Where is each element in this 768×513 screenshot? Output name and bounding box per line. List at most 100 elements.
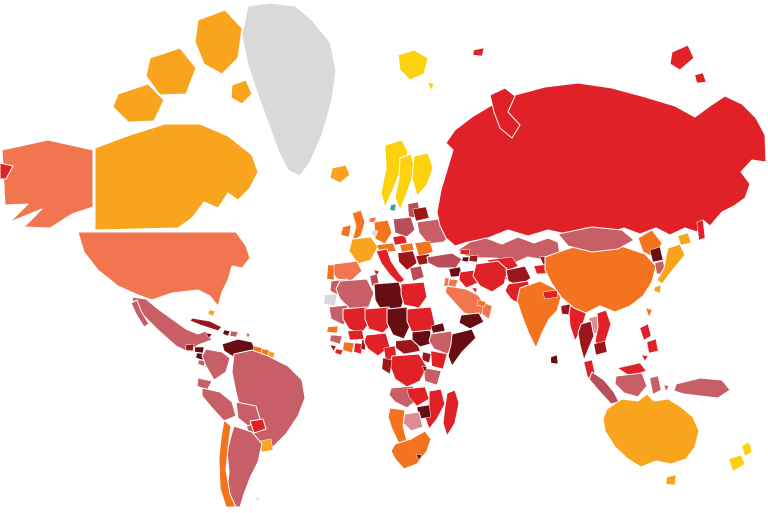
country-azerbaijan: [468, 254, 479, 263]
country-nepal: [542, 289, 559, 300]
country-argentina: [226, 425, 263, 508]
continent-north-america: [0, 2, 337, 370]
country-thailand: [577, 320, 595, 361]
country-australia: [602, 393, 700, 468]
continent-middle-east: [426, 248, 534, 330]
country-mexico: [130, 299, 150, 328]
country-australia-tasmania: [665, 474, 677, 486]
country-finland: [411, 152, 434, 197]
country-bahamas: [207, 309, 216, 317]
country-new-zealand-south: [728, 454, 746, 472]
country-dr-congo: [389, 353, 428, 388]
country-georgia: [459, 248, 471, 256]
country-usa-alaska: [1, 139, 94, 229]
country-norway-svalbard: [397, 49, 429, 81]
country-norway-svalbard: [427, 81, 435, 91]
country-new-zealand-north: [741, 441, 753, 457]
country-cuba: [189, 317, 223, 332]
country-falklands: [254, 496, 261, 502]
country-kazakhstan: [457, 236, 561, 265]
country-usa: [77, 231, 251, 307]
country-russia: [436, 82, 767, 247]
country-armenia: [461, 256, 470, 263]
country-china: [544, 243, 657, 314]
continent-east-asia: [544, 226, 692, 362]
country-indonesia-sumatra: [588, 371, 620, 405]
country-kuwait: [471, 287, 478, 294]
country-russia-islands: [694, 72, 707, 84]
country-france: [348, 236, 379, 265]
country-russia-sakhalin: [696, 219, 706, 241]
country-chad: [386, 306, 412, 340]
country-philippines: [641, 354, 649, 362]
country-kenya: [430, 350, 448, 370]
country-philippines: [646, 338, 659, 354]
continent-indonesia-oceania: [588, 371, 753, 486]
country-brazil: [231, 349, 306, 453]
country-chile: [218, 419, 237, 508]
country-germany: [373, 219, 393, 245]
country-russia-novaya-zemlya: [489, 87, 521, 139]
region-gray-dot: [371, 229, 379, 237]
country-canada: [145, 47, 197, 96]
country-south-sudan: [411, 329, 435, 348]
country-honduras: [194, 346, 205, 354]
country-spain: [330, 260, 363, 282]
country-somalia: [447, 328, 477, 367]
country-sierra-leone: [329, 344, 337, 352]
country-guatemala: [185, 343, 195, 352]
country-sweden: [394, 153, 416, 211]
country-south-africa: [390, 430, 432, 470]
country-cambodia: [593, 340, 608, 356]
country-guinea: [329, 334, 343, 345]
country-zambia: [406, 386, 430, 407]
country-canada: [112, 83, 165, 123]
country-italy: [373, 269, 380, 278]
country-japan-hokkaido: [677, 232, 692, 246]
country-north-korea: [649, 246, 664, 263]
country-yemen: [458, 312, 485, 330]
country-italy: [375, 248, 406, 285]
country-turkey: [426, 252, 463, 269]
country-ghana: [353, 342, 364, 355]
country-taiwan: [645, 307, 653, 318]
country-russia-franz-josef: [472, 47, 485, 57]
country-rwanda: [421, 365, 428, 373]
country-indonesia-sulawesi: [649, 375, 662, 395]
country-burkina-faso: [347, 329, 365, 341]
country-dominican-republic: [229, 330, 239, 338]
country-mongolia: [557, 226, 635, 253]
country-hungary: [399, 242, 415, 253]
country-jamaica: [205, 332, 213, 339]
country-czechia: [392, 234, 408, 246]
country-balkans: [397, 250, 418, 271]
continent-africa: [323, 273, 477, 470]
country-indonesia-borneo: [614, 372, 648, 398]
country-ireland: [340, 224, 352, 238]
continent-russia-asia-north: [436, 44, 767, 247]
country-canada: [94, 123, 259, 231]
country-western-sahara: [323, 293, 338, 307]
country-sri-lanka: [550, 354, 559, 365]
country-liberia: [334, 348, 344, 356]
country-oman: [481, 302, 493, 320]
country-greenland: [241, 2, 337, 177]
country-canada: [194, 9, 243, 75]
country-belarus: [412, 206, 430, 222]
country-iceland: [329, 164, 351, 184]
country-tanzania: [423, 367, 442, 386]
country-portugal: [326, 264, 335, 281]
country-congo: [381, 357, 393, 375]
country-norway: [380, 139, 409, 208]
country-paraguay: [249, 418, 267, 434]
country-lesser-antilles: [245, 332, 251, 339]
country-poland: [392, 216, 416, 238]
country-ivory-coast: [342, 341, 355, 354]
country-iran: [472, 260, 509, 293]
country-japan: [656, 243, 686, 285]
country-russia-islands: [669, 44, 695, 71]
country-indonesia-moluccas: [663, 384, 670, 392]
country-botswana: [402, 411, 424, 432]
country-uganda: [421, 351, 432, 364]
